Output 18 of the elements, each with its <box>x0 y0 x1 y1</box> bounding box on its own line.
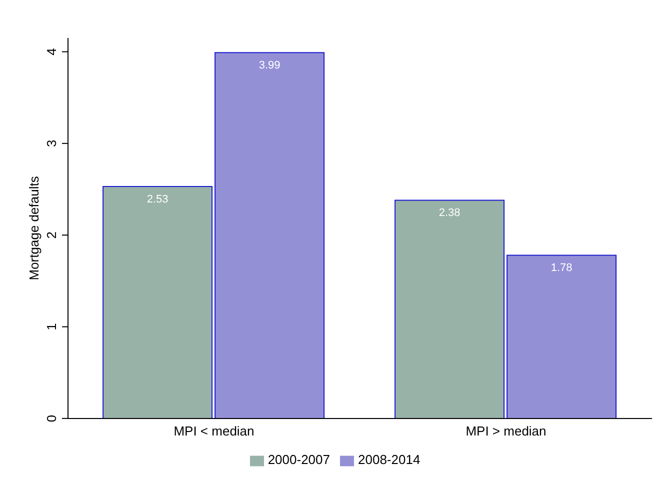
data-label: 2.38 <box>438 207 460 220</box>
data-label: 2.53 <box>146 193 168 206</box>
data-label: 1.78 <box>550 262 572 274</box>
data-label: 3.99 <box>258 59 280 72</box>
bar <box>102 186 213 418</box>
y-tick-label: 3 <box>44 140 59 148</box>
bar <box>506 254 617 418</box>
y-tick-label: 4 <box>44 48 59 56</box>
y-tick-label: 0 <box>44 414 59 422</box>
x-tick-label: MPI > median <box>466 424 546 439</box>
bar <box>214 52 325 418</box>
x-tick-label: MPI < median <box>174 424 254 439</box>
y-tick-label: 1 <box>44 323 59 330</box>
y-tick-label: 2 <box>44 231 59 239</box>
legend-label: 2000-2007 <box>268 452 330 468</box>
legend-label: 2008-2014 <box>358 452 420 468</box>
y-axis-title: Mortgage defaults <box>26 176 42 280</box>
bar <box>394 200 505 418</box>
